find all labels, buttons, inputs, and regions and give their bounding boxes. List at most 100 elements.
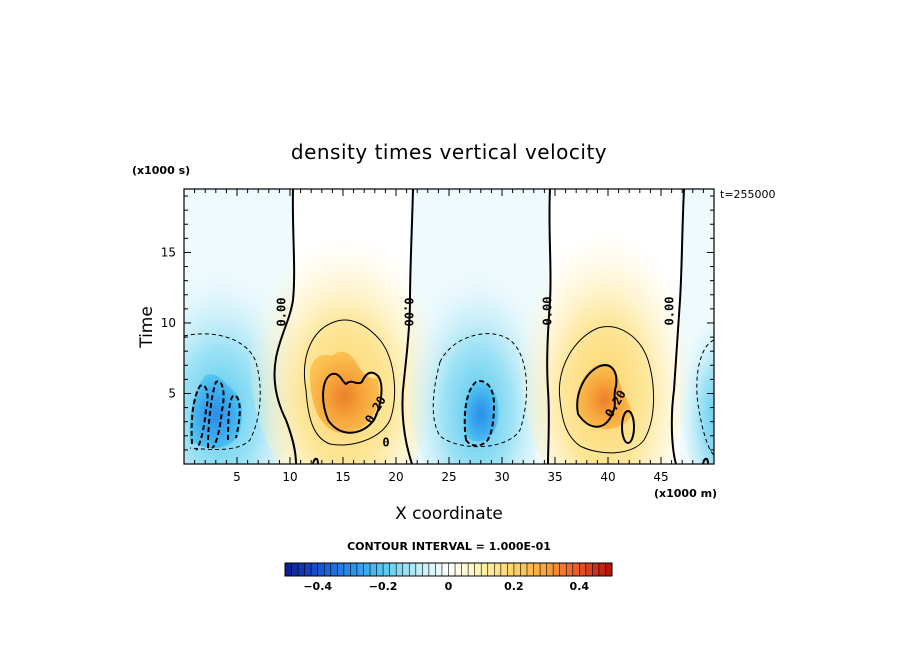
y-units-label: (x1000 s) — [132, 164, 190, 177]
y-axis-title: Time — [137, 306, 157, 349]
negative-region-3-outer — [680, 296, 714, 464]
positive-region-1-core — [309, 351, 380, 434]
colorbar-cell — [383, 563, 390, 576]
y-tick-label: 10 — [161, 316, 176, 330]
x-tick-label: 45 — [653, 470, 668, 484]
colorbar-cell — [285, 563, 292, 576]
colorbar-cell — [494, 563, 502, 576]
x-tick-label: 15 — [335, 470, 350, 484]
colorbar-tick-label: 0.4 — [570, 580, 590, 593]
colorbar-cell — [415, 563, 423, 576]
timestamp-label: t=255000 — [720, 188, 776, 201]
colorbar-cell — [559, 563, 567, 576]
colorbar-tick-label: −0.4 — [303, 580, 332, 593]
chart-title: density times vertical velocity — [291, 140, 607, 164]
contour-pos-0.2-a — [322, 371, 383, 434]
contour-neg-0.2-b — [463, 380, 496, 447]
colorbar-cell — [474, 563, 482, 576]
colorbar-tick-label: −0.2 — [369, 580, 398, 593]
x-tick-label: 40 — [600, 470, 615, 484]
contour-neg-0.1-a — [184, 333, 261, 450]
colorbar-cell — [389, 563, 397, 576]
zero-contour-3 — [546, 189, 552, 464]
colorbar-cell — [435, 563, 443, 576]
colorbar-cell — [304, 563, 312, 576]
heatmap-field: 0.00 0.00 0.00 0.00 0.20 0.20 0 — [184, 189, 714, 464]
x-tick-label: 10 — [282, 470, 297, 484]
colorbar-cell — [566, 563, 574, 576]
colorbar-cell — [324, 563, 332, 576]
negative-region-2-core — [463, 382, 499, 442]
zero-contour-2 — [401, 189, 414, 464]
x-units-label: (x1000 m) — [654, 487, 717, 500]
colorbar-cell — [428, 563, 436, 576]
colorbar-cell — [363, 563, 371, 576]
x-axis: 5 10 15 20 25 30 35 40 45 — [194, 189, 704, 484]
negative-region-2-outer — [408, 250, 548, 464]
contour-pos-0.2-c — [621, 410, 635, 444]
colorbar-cell — [409, 563, 417, 576]
colorbar-cell — [507, 563, 515, 576]
colorbar-frame — [284, 562, 613, 577]
colorbar-cell — [533, 563, 541, 576]
colorbar-cell — [572, 563, 580, 576]
colorbar-tick-label: 0.2 — [504, 580, 524, 593]
colorbar-cell — [298, 563, 305, 576]
colorbar-cell — [396, 563, 404, 576]
colorbar-cell — [513, 563, 521, 576]
zero-contour-small-1 — [312, 457, 319, 464]
colorbar-cell — [481, 563, 489, 576]
contour-pos-0.2-b — [576, 364, 618, 428]
x-tick-label: 30 — [494, 470, 509, 484]
colorbar-cell — [585, 563, 593, 576]
positive-region-1-outer — [250, 215, 440, 464]
colorbar-cell — [330, 563, 338, 576]
colorbar-cell — [370, 563, 377, 576]
x-tick-label: 20 — [388, 470, 403, 484]
contour-label: 0.00 — [663, 297, 677, 326]
colorbar-cell — [356, 563, 364, 576]
y-tick-label: 15 — [161, 245, 176, 259]
colorbar-cell — [579, 563, 587, 576]
colorbar-cell — [468, 563, 475, 576]
contour-pos-0.1-a — [303, 319, 396, 446]
colorbar-cell — [337, 563, 345, 576]
plot-area: 0.00 0.00 0.00 0.00 0.20 0.20 0 — [183, 188, 715, 465]
colorbar-cell — [441, 563, 449, 576]
colorbar-cell — [546, 563, 554, 576]
colorbar: −0.4 −0.2 0 0.2 0.4 — [284, 562, 613, 593]
contour-pos-0.1-b — [558, 326, 655, 454]
x-tick-label: 25 — [441, 470, 456, 484]
zero-contour-1 — [273, 189, 297, 464]
contour-label: 0.00 — [275, 298, 289, 327]
contour-labels: 0.00 0.00 0.00 0.00 0.20 0.20 0 — [275, 297, 677, 450]
x-tick-label: 5 — [233, 470, 241, 484]
colorbar-cell — [455, 563, 462, 576]
contour-neg-0.2-a — [190, 380, 241, 451]
zero-contour-4 — [670, 189, 685, 464]
x-axis-title: X coordinate — [395, 504, 503, 524]
positive-region-2-outer — [520, 210, 690, 464]
colorbar-cell — [500, 563, 508, 576]
colorbar-cell — [311, 563, 318, 576]
colorbar-cell — [520, 563, 528, 576]
colorbar-cell — [461, 563, 469, 576]
colorbar-cell — [422, 563, 430, 576]
colorbar-cell — [343, 563, 351, 576]
colorbar-cell — [376, 563, 384, 576]
colorbar-cell — [598, 563, 606, 576]
contour-interval-label: CONTOUR INTERVAL = 1.000E-01 — [347, 540, 551, 553]
contour-label: 0.00 — [402, 298, 416, 327]
colorbar-tick-label: 0 — [445, 580, 453, 593]
contour-label: 0 — [382, 436, 389, 450]
colorbar-cell — [317, 563, 325, 576]
colorbar-cell — [448, 563, 456, 576]
contour-neg-0.1-c — [696, 339, 714, 456]
x-tick-label: 35 — [547, 470, 562, 484]
colorbar-cell — [592, 563, 600, 576]
colorbar-cell — [350, 563, 358, 576]
y-axis: 5 10 15 — [161, 195, 714, 451]
colorbar-cell — [605, 563, 613, 576]
contour-label: 0.00 — [541, 297, 555, 326]
